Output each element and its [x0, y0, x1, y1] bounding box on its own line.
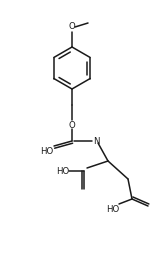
- Text: N: N: [93, 136, 99, 146]
- Text: HO: HO: [56, 167, 70, 176]
- Text: HO: HO: [40, 148, 54, 156]
- Text: O: O: [69, 22, 75, 31]
- Text: O: O: [69, 121, 75, 130]
- Text: HO: HO: [106, 205, 120, 214]
